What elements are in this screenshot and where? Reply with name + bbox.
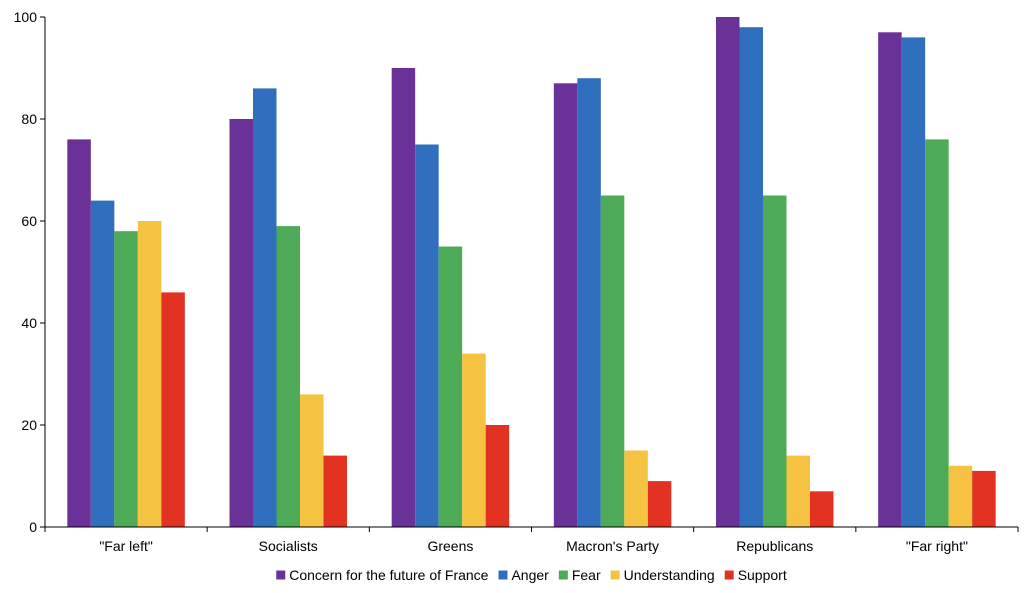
bar (763, 195, 787, 527)
bar (114, 231, 138, 527)
bar (391, 68, 416, 527)
bar (438, 246, 463, 527)
x-category-label: "Far right" (906, 538, 968, 554)
legend-label: Anger (511, 567, 549, 583)
legend-item: Anger (498, 567, 549, 583)
legend-item: Support (724, 567, 787, 583)
bar (972, 470, 996, 527)
bar (786, 455, 810, 527)
legend-item: Understanding (610, 567, 715, 583)
bar (739, 27, 763, 527)
legend-item: Fear (558, 567, 601, 583)
bar (161, 292, 185, 527)
legend-swatch (558, 570, 568, 580)
bar (253, 88, 277, 528)
y-tick-label: 40 (21, 315, 37, 331)
bar (647, 481, 672, 527)
bar (462, 353, 486, 527)
x-category-label: Greens (427, 538, 473, 554)
bar (810, 491, 834, 527)
y-tick-label: 20 (21, 417, 37, 433)
legend-label: Fear (572, 567, 601, 583)
bar (901, 37, 926, 528)
legend-label: Support (738, 567, 787, 583)
x-category-label: Socialists (259, 538, 318, 554)
y-tick-label: 100 (14, 9, 38, 25)
x-category-label: Macron's Party (566, 538, 659, 554)
bar (716, 17, 740, 527)
bar (90, 200, 115, 527)
bar (415, 144, 439, 527)
bar (878, 32, 902, 528)
legend-swatch (724, 570, 734, 580)
bars (67, 17, 996, 528)
bar (577, 78, 601, 527)
bar (553, 83, 578, 528)
x-category-label: "Far left" (99, 538, 153, 554)
bar (300, 394, 324, 527)
bar (323, 455, 347, 527)
legend-swatch (610, 570, 620, 580)
legend-label: Understanding (624, 567, 715, 583)
y-tick-label: 80 (21, 111, 37, 127)
bar (137, 221, 162, 527)
x-category-label: Republicans (736, 538, 813, 554)
y-tick-label: 0 (29, 519, 37, 535)
bar (485, 425, 510, 527)
bar (276, 226, 300, 527)
x-axis: "Far left" Socialists Greens Macron's Party… (44, 526, 1019, 554)
y-axis: 0 20 40 60 80 100 (14, 9, 46, 535)
bar (67, 139, 91, 527)
legend-swatch (498, 570, 508, 580)
y-tick-label: 60 (21, 213, 37, 229)
legend-swatch (276, 570, 286, 580)
bar (229, 119, 253, 527)
legend: Concern for the future of France Anger Fea… (276, 567, 787, 583)
bar (925, 139, 949, 527)
bar (624, 450, 648, 527)
legend-label: Concern for the future of France (289, 567, 488, 583)
bar (600, 195, 625, 527)
bar (948, 465, 973, 527)
legend-item: Concern for the future of France (276, 567, 489, 583)
